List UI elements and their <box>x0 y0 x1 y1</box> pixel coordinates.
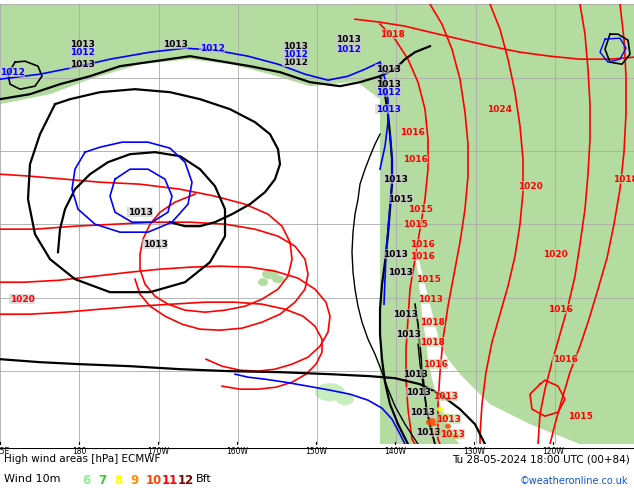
Text: 1018: 1018 <box>420 318 444 327</box>
Text: 1013: 1013 <box>335 35 361 44</box>
Text: 1018: 1018 <box>612 174 634 184</box>
Text: 9: 9 <box>130 474 138 487</box>
Ellipse shape <box>262 269 278 279</box>
Polygon shape <box>380 4 634 444</box>
Polygon shape <box>350 4 634 224</box>
Text: Bft: Bft <box>196 474 212 484</box>
Polygon shape <box>380 4 460 444</box>
Text: 130W: 130W <box>463 447 485 456</box>
Text: 1013: 1013 <box>375 105 401 114</box>
Text: 1012: 1012 <box>0 68 25 76</box>
Text: 175E: 175E <box>0 447 10 456</box>
Text: 12: 12 <box>178 474 194 487</box>
Text: 1013: 1013 <box>70 60 94 69</box>
Ellipse shape <box>426 418 438 426</box>
Text: 1015: 1015 <box>403 220 427 229</box>
Ellipse shape <box>441 413 449 419</box>
Ellipse shape <box>437 407 443 412</box>
Text: Wind 10m: Wind 10m <box>4 474 60 484</box>
Text: 1013: 1013 <box>415 428 441 437</box>
Text: 1016: 1016 <box>553 355 578 364</box>
Text: 160W: 160W <box>226 447 248 456</box>
Text: 1013: 1013 <box>283 42 307 50</box>
Text: 1015: 1015 <box>567 412 592 421</box>
Text: 170W: 170W <box>147 447 169 456</box>
Text: 1012: 1012 <box>335 45 361 54</box>
Text: 1013: 1013 <box>439 430 465 439</box>
Text: 1020: 1020 <box>543 250 567 259</box>
Text: 1013: 1013 <box>387 268 413 277</box>
Text: 1016: 1016 <box>410 240 434 248</box>
Text: 10: 10 <box>146 474 162 487</box>
Text: 1020: 1020 <box>517 182 542 191</box>
Text: 11: 11 <box>162 474 178 487</box>
Ellipse shape <box>315 383 345 401</box>
Ellipse shape <box>451 433 459 439</box>
Text: 1013: 1013 <box>70 40 94 49</box>
Ellipse shape <box>336 393 354 405</box>
Text: 1018: 1018 <box>380 30 404 39</box>
Text: 1013: 1013 <box>418 294 443 304</box>
Text: 1012: 1012 <box>283 49 307 59</box>
Text: 1020: 1020 <box>10 294 34 304</box>
Text: 1013: 1013 <box>382 250 408 259</box>
Text: 1015: 1015 <box>387 195 413 204</box>
Ellipse shape <box>258 278 268 286</box>
Text: 120W: 120W <box>542 447 564 456</box>
Text: 1013: 1013 <box>436 415 460 424</box>
Ellipse shape <box>445 424 451 429</box>
Text: 1013: 1013 <box>396 330 420 339</box>
Text: 1012: 1012 <box>200 44 224 53</box>
Text: 1015: 1015 <box>408 205 432 214</box>
Text: 1018: 1018 <box>420 338 444 347</box>
Text: 1013: 1013 <box>375 80 401 89</box>
Text: ©weatheronline.co.uk: ©weatheronline.co.uk <box>519 476 628 486</box>
Text: 1013: 1013 <box>410 408 434 416</box>
Text: 1016: 1016 <box>423 360 448 368</box>
Text: 1013: 1013 <box>127 208 152 217</box>
Text: 1013: 1013 <box>432 392 458 401</box>
Text: High wind areas [hPa] ECMWF: High wind areas [hPa] ECMWF <box>4 454 160 465</box>
Ellipse shape <box>272 275 284 283</box>
Text: 7: 7 <box>98 474 106 487</box>
Text: 1024: 1024 <box>488 105 512 114</box>
Text: 1013: 1013 <box>375 65 401 74</box>
Text: 1016: 1016 <box>403 155 427 164</box>
Text: 1013: 1013 <box>406 388 430 397</box>
Text: 8: 8 <box>114 474 122 487</box>
Text: 6: 6 <box>82 474 90 487</box>
Polygon shape <box>0 4 634 124</box>
Text: 180: 180 <box>72 447 86 456</box>
Text: Tu 28-05-2024 18:00 UTC (00+84): Tu 28-05-2024 18:00 UTC (00+84) <box>452 454 630 465</box>
Text: 1016: 1016 <box>410 252 434 261</box>
Text: 1012: 1012 <box>375 88 401 97</box>
Text: 1013: 1013 <box>143 240 167 248</box>
Text: 1015: 1015 <box>415 275 441 284</box>
Text: 1012: 1012 <box>70 48 94 57</box>
Text: 1013: 1013 <box>392 310 417 318</box>
Text: 1013: 1013 <box>162 40 188 49</box>
Text: 1016: 1016 <box>548 305 573 314</box>
Text: 1016: 1016 <box>399 128 424 137</box>
Text: 150W: 150W <box>305 447 327 456</box>
Ellipse shape <box>433 429 443 436</box>
Text: 140W: 140W <box>384 447 406 456</box>
Text: 1012: 1012 <box>283 58 307 67</box>
Text: 1013: 1013 <box>382 174 408 184</box>
Text: 1013: 1013 <box>403 369 427 379</box>
